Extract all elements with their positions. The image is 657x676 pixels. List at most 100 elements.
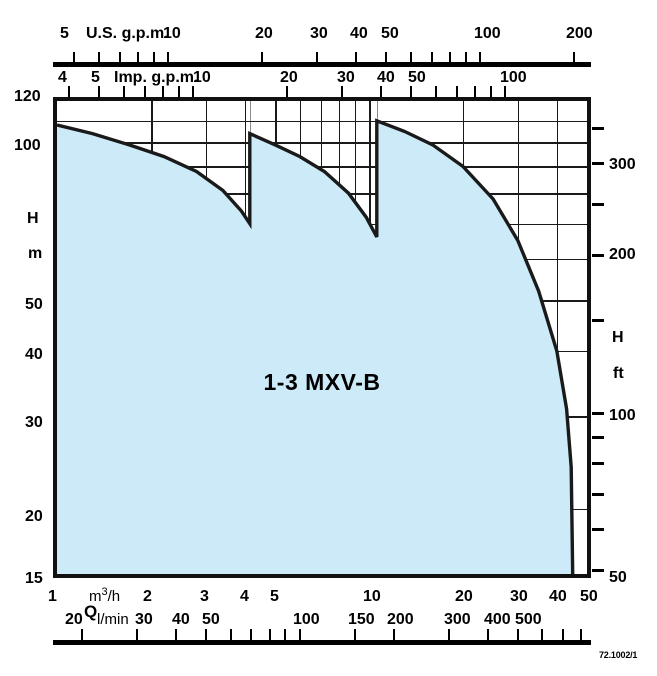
axis-tick — [379, 86, 382, 97]
axis-tick — [455, 86, 458, 97]
curve-fill-area — [57, 120, 573, 574]
axis-tick — [229, 629, 232, 640]
axis-tick — [67, 86, 70, 97]
axis-tick — [580, 629, 583, 640]
grid-line-vertical — [556, 101, 559, 574]
bottom-axis-lmin-tick-20: 20 — [65, 611, 83, 628]
top-axis-us-gpm-tick-2: 20 — [255, 25, 273, 42]
bottom-axis-lmin-tick-40: 40 — [172, 611, 190, 628]
axis-tick — [392, 629, 395, 640]
axis-tick — [479, 52, 482, 63]
left-axis-tick-30: 30 — [25, 414, 43, 431]
axis-tick — [284, 629, 287, 640]
axis-tick — [562, 629, 565, 640]
bottom-axis-lmin-tick-500: 500 — [515, 611, 542, 628]
right-axis-unit: ft — [613, 365, 624, 382]
pump-performance-curve — [57, 118, 575, 574]
top-axis-imp-gpm-tick-3: 20 — [280, 69, 298, 86]
drawing-reference: 72.1002/1 — [599, 650, 638, 660]
axis-tick — [448, 52, 451, 63]
right-axis-tick-100: 100 — [609, 407, 636, 424]
axis-tick — [191, 86, 194, 97]
axis-tick — [167, 52, 170, 63]
top-axis-imp-gpm-name: Imp. g.p.m. — [114, 69, 199, 86]
axis-tick — [152, 52, 155, 63]
bottom-axis-lmin-tick-30: 30 — [135, 611, 153, 628]
right-axis-tick — [592, 527, 604, 531]
axis-tick — [204, 629, 207, 640]
right-axis-tick — [592, 435, 604, 439]
axis-tick — [135, 629, 138, 640]
axis-tick — [489, 86, 492, 97]
bottom-axis-lmin-tick-300: 300 — [444, 611, 471, 628]
axis-tick — [261, 52, 264, 63]
bottom-axis-m3h-tick-1: 1 — [48, 588, 57, 605]
top-axis-imp-gpm-tick-0: 4 — [58, 69, 67, 86]
axis-tick — [285, 86, 288, 97]
axis-tick — [161, 86, 164, 97]
axis-tick — [354, 52, 357, 63]
axis-tick — [118, 52, 121, 63]
right-axis-tick — [592, 203, 604, 207]
left-axis-symbol: H — [27, 210, 39, 227]
top-axis-imp-gpm-tick-2: 10 — [193, 69, 211, 86]
axis-tick — [98, 86, 101, 97]
right-axis-tick — [592, 462, 604, 466]
axis-tick — [177, 86, 180, 97]
bottom-axis-m3h-tick-5: 5 — [270, 588, 279, 605]
axis-tick — [80, 629, 83, 640]
bottom-axis-lmin-tick-150: 150 — [348, 611, 375, 628]
bottom-axis-lmin-bar — [53, 640, 591, 645]
bottom-axis-m3h-unit: m3/h — [89, 586, 121, 605]
axis-tick — [250, 629, 253, 640]
top-axis-us-gpm-bar — [53, 62, 591, 67]
bottom-axis-m3h-tick-4: 4 — [240, 588, 249, 605]
right-axis-tick-200: 200 — [609, 246, 636, 263]
left-axis-tick-40: 40 — [25, 346, 43, 363]
grid-line-horizontal — [57, 120, 587, 123]
grid-line-horizontal — [57, 142, 587, 145]
axis-tick — [409, 52, 412, 63]
right-axis-tick — [592, 569, 604, 573]
bottom-axis-m3h-tick-50: 50 — [580, 588, 598, 605]
right-axis-tick — [592, 161, 604, 165]
right-axis-tick — [592, 319, 604, 323]
axis-tick — [473, 86, 476, 97]
axis-tick — [136, 52, 139, 63]
left-axis-unit: m — [28, 245, 43, 262]
axis-tick — [268, 629, 271, 640]
axis-tick — [97, 52, 100, 63]
top-axis-us-gpm-tick-3: 30 — [310, 25, 328, 42]
left-axis-tick-120: 120 — [14, 88, 41, 105]
right-axis-tick — [592, 126, 604, 130]
right-axis-tick — [592, 492, 604, 496]
axis-tick — [503, 86, 506, 97]
axis-tick — [174, 629, 177, 640]
top-axis-imp-gpm-tick-5: 40 — [377, 69, 395, 86]
q-symbol: Q — [84, 602, 98, 621]
axis-tick — [353, 629, 356, 640]
grid-line-horizontal — [57, 166, 587, 169]
top-axis-us-gpm-tick-6: 100 — [474, 25, 501, 42]
bottom-axis-lmin-unit: l/min — [97, 611, 129, 628]
top-axis-us-gpm-tick-0: 5 — [60, 25, 69, 42]
left-axis-tick-15: 15 — [25, 570, 43, 587]
axis-tick — [464, 52, 467, 63]
top-axis-us-gpm-tick-1: 10 — [163, 25, 181, 42]
top-axis-imp-gpm-tick-7: 100 — [500, 69, 527, 86]
bottom-axis-lmin-tick-100: 100 — [293, 611, 320, 628]
right-axis-tick — [592, 411, 604, 415]
axis-tick — [409, 86, 412, 97]
left-axis-tick-50: 50 — [25, 296, 43, 313]
bottom-axis-m3h-tick-30: 30 — [510, 588, 528, 605]
top-axis-us-gpm-tick-7: 200 — [566, 25, 593, 42]
axis-tick — [315, 52, 318, 63]
left-axis-tick-100: 100 — [14, 137, 41, 154]
axis-tick — [541, 629, 544, 640]
right-axis-tick-300: 300 — [609, 156, 636, 173]
bottom-axis-m3h-tick-10: 10 — [363, 588, 381, 605]
axis-tick — [447, 629, 450, 640]
top-axis-imp-gpm-tick-6: 50 — [408, 69, 426, 86]
performance-chart-plot-area: 1-3 MXV-B — [53, 97, 591, 578]
bottom-axis-m3h-tick-20: 20 — [455, 588, 473, 605]
